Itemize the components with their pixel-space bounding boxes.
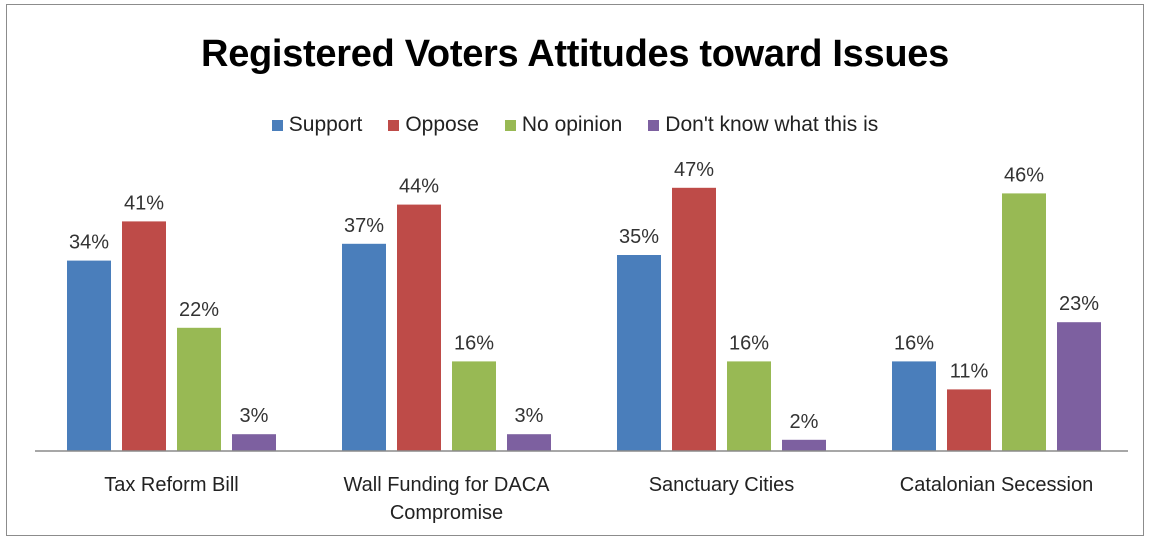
data-label-support-4: 16% xyxy=(894,332,934,354)
category-label-4: Catalonian Secession xyxy=(900,474,1093,496)
bar-no-opinion-4 xyxy=(1002,193,1046,451)
legend-item-no-opinion: No opinion xyxy=(504,113,623,137)
data-label-no-opinion-1: 22% xyxy=(179,299,219,321)
data-label-don-t-know-what-this-is-1: 3% xyxy=(240,405,269,427)
bar-no-opinion-2 xyxy=(452,361,496,451)
bar-don-t-know-what-this-is-3 xyxy=(782,439,826,451)
data-label-no-opinion-2: 16% xyxy=(454,332,494,354)
category-label-1: Tax Reform Bill xyxy=(104,474,238,496)
legend-item-dont-know: Don't know what this is xyxy=(648,113,878,137)
legend-item-oppose: Oppose xyxy=(388,113,479,137)
legend-label-support: Support xyxy=(288,113,363,136)
bar-oppose-1 xyxy=(122,221,166,451)
data-label-no-opinion-3: 16% xyxy=(729,332,769,354)
legend-label-dont-know: Don't know what this is xyxy=(665,113,879,136)
data-label-support-2: 37% xyxy=(344,215,384,237)
bar-oppose-4 xyxy=(947,389,991,451)
data-label-oppose-4: 11% xyxy=(950,360,989,382)
category-label-3: Sanctuary Cities xyxy=(649,474,795,496)
legend-swatch-oppose xyxy=(388,119,400,131)
legend-item-support: Support xyxy=(271,113,363,137)
data-label-don-t-know-what-this-is-4: 23% xyxy=(1059,293,1099,315)
category-label-2: Wall Funding for DACA xyxy=(344,474,551,496)
legend-swatch-no-opinion xyxy=(504,119,516,131)
data-label-no-opinion-4: 46% xyxy=(1004,164,1044,186)
data-label-oppose-2: 44% xyxy=(399,176,439,198)
bar-don-t-know-what-this-is-1 xyxy=(232,434,276,451)
legend-swatch-dont-know xyxy=(648,119,660,131)
data-label-support-3: 35% xyxy=(619,226,659,248)
legend-label-no-opinion: No opinion xyxy=(521,113,623,136)
bar-no-opinion-3 xyxy=(727,361,771,451)
bar-don-t-know-what-this-is-4 xyxy=(1057,322,1101,451)
data-label-oppose-3: 47% xyxy=(674,159,714,181)
bar-don-t-know-what-this-is-2 xyxy=(507,434,551,451)
bar-oppose-2 xyxy=(397,204,441,451)
data-label-don-t-know-what-this-is-2: 3% xyxy=(515,405,544,427)
bar-support-1 xyxy=(67,260,111,451)
legend-label-oppose: Oppose xyxy=(405,113,479,136)
bar-support-2 xyxy=(342,243,386,451)
chart-title: Registered Voters Attitudes toward Issue… xyxy=(201,33,949,75)
data-label-don-t-know-what-this-is-3: 2% xyxy=(790,411,819,433)
chart-legend: Support Oppose No opinion Don't know wha… xyxy=(7,113,1143,137)
bar-support-4 xyxy=(892,361,936,451)
data-label-support-1: 34% xyxy=(69,232,109,254)
legend-swatch-support xyxy=(271,119,283,131)
bar-no-opinion-1 xyxy=(177,327,221,451)
data-label-oppose-1: 41% xyxy=(124,192,164,214)
bar-support-3 xyxy=(617,255,661,451)
category-label-2-line-2: Compromise xyxy=(390,502,503,524)
bar-oppose-3 xyxy=(672,187,716,452)
